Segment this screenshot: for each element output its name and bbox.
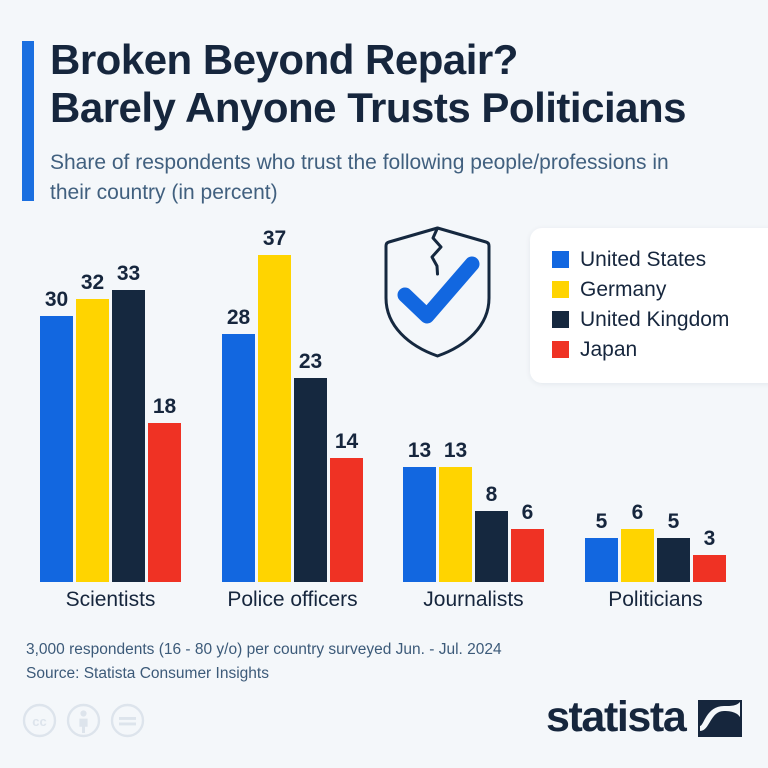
category-label-scientists: Scientists <box>65 588 156 611</box>
bar-rect <box>403 467 436 582</box>
footnote-respondents: 3,000 respondents (16 - 80 y/o) per coun… <box>26 641 502 658</box>
bar-value-label: 14 <box>334 430 359 453</box>
subtitle-line-2: people/professions in their country (in … <box>50 151 669 204</box>
category-label-police-officers: Police officers <box>227 588 358 611</box>
bar-rect <box>40 316 73 582</box>
bar-value-label: 32 <box>80 271 105 294</box>
legend-label-germany: Germany <box>580 277 667 301</box>
chart-footnote: 3,000 respondents (16 - 80 y/o) per coun… <box>26 638 626 686</box>
bar-rect <box>657 538 690 582</box>
subtitle-line-1: Share of respondents who trust the follo… <box>50 151 465 174</box>
bar-rect <box>693 555 726 582</box>
bar-value-label: 23 <box>298 350 323 373</box>
bar-journalists-united-states[interactable]: 13 <box>403 439 436 582</box>
page-title: Broken Beyond Repair? Barely Anyone Trus… <box>50 36 760 132</box>
bar-police-officers-united-states[interactable]: 28 <box>222 306 255 582</box>
legend-item-japan[interactable]: Japan <box>552 334 768 364</box>
bar-value-label: 30 <box>44 288 69 311</box>
bar-journalists-germany[interactable]: 13 <box>439 439 472 582</box>
creative-commons-icon[interactable]: cc <box>22 703 57 738</box>
legend-swatch-germany <box>552 280 569 298</box>
bar-rect <box>112 290 145 582</box>
title-accent-bar <box>22 41 34 201</box>
bar-rect <box>222 334 255 582</box>
bar-scientists-united-states[interactable]: 30 <box>40 288 73 582</box>
legend-item-united-states[interactable]: United States <box>552 244 768 274</box>
category-label-journalists: Journalists <box>423 588 524 611</box>
bar-value-label: 13 <box>407 439 432 462</box>
bar-value-label: 5 <box>595 510 608 533</box>
bar-journalists-united-kingdom[interactable]: 8 <box>475 483 508 582</box>
bar-value-label: 3 <box>703 527 716 550</box>
bar-scientists-united-kingdom[interactable]: 33 <box>112 262 145 582</box>
page-subtitle: Share of respondents who trust the follo… <box>50 148 670 208</box>
bar-value-label: 13 <box>443 439 468 462</box>
bar-politicians-germany[interactable]: 6 <box>621 501 654 582</box>
bar-rect <box>76 299 109 582</box>
statista-logo: statista <box>546 693 746 742</box>
svg-text:statista: statista <box>546 694 688 741</box>
title-line-1: Broken Beyond Repair? <box>50 36 518 83</box>
bar-value-label: 6 <box>631 501 644 524</box>
bar-politicians-japan[interactable]: 3 <box>693 527 726 582</box>
bar-value-label: 37 <box>262 227 287 250</box>
bar-rect <box>475 511 508 582</box>
chart-baseline <box>38 582 730 583</box>
legend-swatch-united-kingdom <box>552 310 569 328</box>
chart-legend: United States Germany United Kingdom Jap… <box>530 228 768 383</box>
attribution-person-icon[interactable] <box>66 703 101 738</box>
bar-rect <box>294 378 327 582</box>
bar-value-label: 28 <box>226 306 251 329</box>
bar-value-label: 8 <box>485 483 498 506</box>
legend-item-germany[interactable]: Germany <box>552 274 768 304</box>
title-line-2: Barely Anyone Trusts Politicians <box>50 84 686 131</box>
legend-swatch-united-states <box>552 250 569 268</box>
bar-scientists-germany[interactable]: 32 <box>76 271 109 582</box>
legend-label-united-kingdom: United Kingdom <box>580 307 730 331</box>
legend-item-united-kingdom[interactable]: United Kingdom <box>552 304 768 334</box>
bar-value-label: 33 <box>116 262 141 285</box>
bar-police-officers-japan[interactable]: 14 <box>330 430 363 582</box>
category-label-politicians: Politicians <box>608 588 703 611</box>
bar-politicians-united-kingdom[interactable]: 5 <box>657 510 690 582</box>
bar-value-label: 5 <box>667 510 680 533</box>
bar-rect <box>258 255 291 582</box>
bar-police-officers-united-kingdom[interactable]: 23 <box>294 350 327 582</box>
bar-rect <box>330 458 363 582</box>
bar-rect <box>511 529 544 582</box>
bar-scientists-japan[interactable]: 18 <box>148 395 181 582</box>
bar-rect <box>621 529 654 582</box>
cracked-shield-check-icon <box>375 222 500 360</box>
bar-police-officers-germany[interactable]: 37 <box>258 227 291 582</box>
bar-rect <box>439 467 472 582</box>
bar-journalists-japan[interactable]: 6 <box>511 501 544 582</box>
bar-value-label: 6 <box>521 501 534 524</box>
bar-value-label: 18 <box>152 395 177 418</box>
bar-politicians-united-states[interactable]: 5 <box>585 510 618 582</box>
legend-label-united-states: United States <box>580 247 707 271</box>
no-derivatives-equals-icon[interactable] <box>110 703 145 738</box>
svg-text:cc: cc <box>32 714 46 729</box>
footnote-source: Source: Statista Consumer Insights <box>26 665 269 682</box>
bar-rect <box>148 423 181 582</box>
license-icons: cc <box>22 703 145 738</box>
bar-rect <box>585 538 618 582</box>
legend-swatch-japan <box>552 340 569 358</box>
legend-label-japan: Japan <box>580 337 638 361</box>
